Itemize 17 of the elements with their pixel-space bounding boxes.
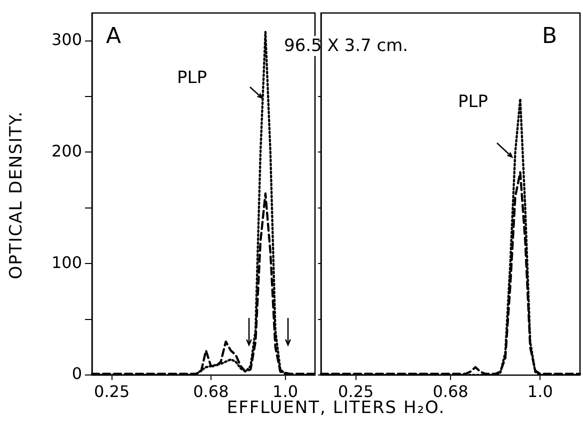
x-tick-label: 1.0: [527, 382, 553, 401]
y-tick-label: 200: [51, 141, 82, 160]
y-tick-label: 100: [51, 252, 82, 272]
annotation: A: [104, 24, 124, 49]
y-axis-title: OPTICAL DENSITY.: [6, 110, 26, 280]
annotation: B: [540, 24, 560, 49]
annotation: 96.5 X 3.7 cm.: [282, 36, 410, 56]
annotation: PLP: [175, 68, 209, 88]
annotation: PLP: [456, 92, 490, 112]
x-tick-label: 0.68: [193, 382, 229, 401]
y-tick-label: 300: [51, 30, 82, 49]
x-tick-label: 1.0: [272, 382, 298, 401]
x-tick-label: 0.25: [94, 382, 130, 401]
y-tick-label: 0: [72, 364, 82, 384]
x-tick-label: 0.68: [432, 382, 468, 401]
x-axis-title: EFFLUENT, LITERS H₂O.: [226, 398, 446, 418]
x-tick-label: 0.25: [338, 382, 374, 401]
